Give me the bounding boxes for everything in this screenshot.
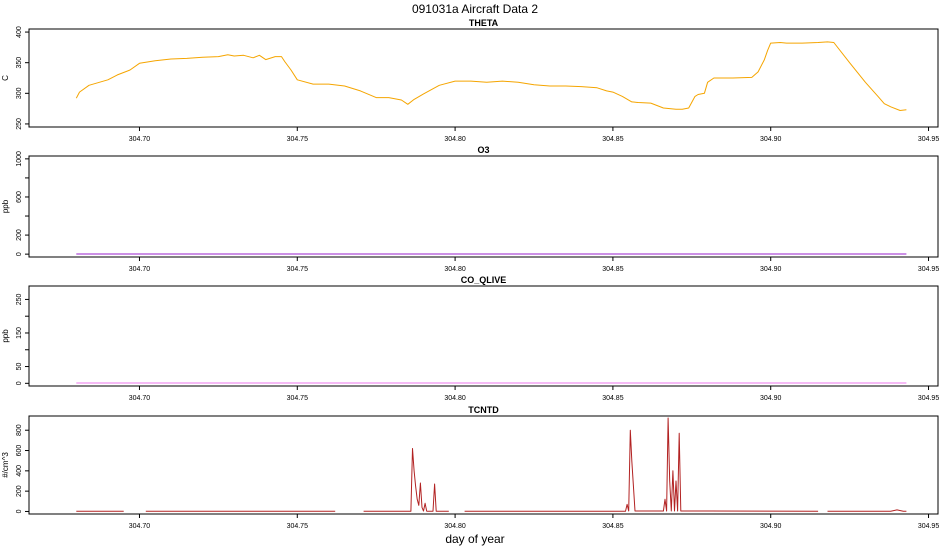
x-tick-label: 304.95: [918, 523, 940, 530]
x-tick-label: 304.95: [918, 136, 940, 143]
plot-frame: [28, 285, 939, 387]
y-tick-label: 800: [16, 424, 23, 436]
x-tick-label: 304.70: [129, 136, 151, 143]
y-axis-label: #/cm^3: [1, 452, 10, 478]
x-tick-label: 304.75: [287, 136, 309, 143]
figure-xlabel: day of year: [445, 532, 504, 546]
x-tick-label: 304.80: [444, 523, 466, 530]
x-tick-label: 304.80: [444, 266, 466, 273]
y-tick-label: 50: [16, 363, 23, 371]
y-axis-label: ppb: [1, 329, 10, 343]
y-tick-label: 0: [16, 381, 23, 385]
y-tick-label: 1000: [16, 151, 23, 167]
x-tick-label: 304.90: [760, 395, 782, 402]
x-tick-label: 304.85: [602, 136, 624, 143]
x-tick-label: 304.85: [602, 395, 624, 402]
x-tick-label: 304.90: [760, 136, 782, 143]
plot-frame: [28, 415, 939, 515]
y-tick-label: 400: [16, 26, 23, 38]
y-tick-label: 250: [16, 293, 23, 305]
figure-title: 091031a Aircraft Data 2: [412, 2, 538, 16]
x-tick-label: 304.80: [444, 136, 466, 143]
plot-frame: [28, 155, 939, 258]
y-tick-label: 250: [16, 118, 23, 130]
y-axis-label: ppb: [1, 199, 10, 213]
x-tick-label: 304.70: [129, 523, 151, 530]
x-tick-label: 304.80: [444, 395, 466, 402]
x-tick-label: 304.70: [129, 395, 151, 402]
panel-title: THETA: [469, 18, 499, 28]
y-tick-label: 300: [16, 87, 23, 99]
x-tick-label: 304.75: [287, 395, 309, 402]
y-axis-label: C: [1, 75, 10, 81]
plot-frame: [28, 28, 939, 128]
series-line: [464, 417, 819, 512]
y-tick-label: 200: [16, 229, 23, 241]
x-tick-label: 304.85: [602, 266, 624, 273]
panels: THETA C 304.70 304.75 304.80 304.85 304.90 304.…: [1, 18, 939, 530]
panel-2: O3 ppb 304.70 304.75 304.80 304.85 304.90 304.9…: [1, 145, 939, 273]
x-tick-label: 304.90: [760, 266, 782, 273]
y-tick-label: 150: [16, 327, 23, 339]
y-tick-label: 400: [16, 465, 23, 477]
series-line: [75, 41, 907, 111]
x-tick-label: 304.75: [287, 523, 309, 530]
panel-title: CO_QLIVE: [461, 275, 507, 285]
panel-4: TCNTD #/cm^3 304.70 304.75 304.80 304.85 304.9…: [1, 405, 939, 530]
y-tick-label: 600: [16, 191, 23, 203]
panel-title: TCNTD: [468, 405, 499, 415]
x-tick-label: 304.95: [918, 266, 940, 273]
panel-title: O3: [477, 145, 489, 155]
x-tick-label: 304.70: [129, 266, 151, 273]
y-tick-label: 0: [16, 252, 23, 256]
series-line: [363, 448, 449, 512]
x-tick-label: 304.75: [287, 266, 309, 273]
y-tick-label: 200: [16, 485, 23, 497]
panel-1: THETA C 304.70 304.75 304.80 304.85 304.90 304.…: [1, 18, 939, 143]
y-tick-label: 0: [16, 509, 23, 513]
x-tick-label: 304.85: [602, 523, 624, 530]
y-tick-label: 600: [16, 445, 23, 457]
x-tick-label: 304.95: [918, 395, 940, 402]
y-tick-label: 350: [16, 57, 23, 69]
x-tick-label: 304.90: [760, 523, 782, 530]
series-line: [827, 509, 907, 512]
